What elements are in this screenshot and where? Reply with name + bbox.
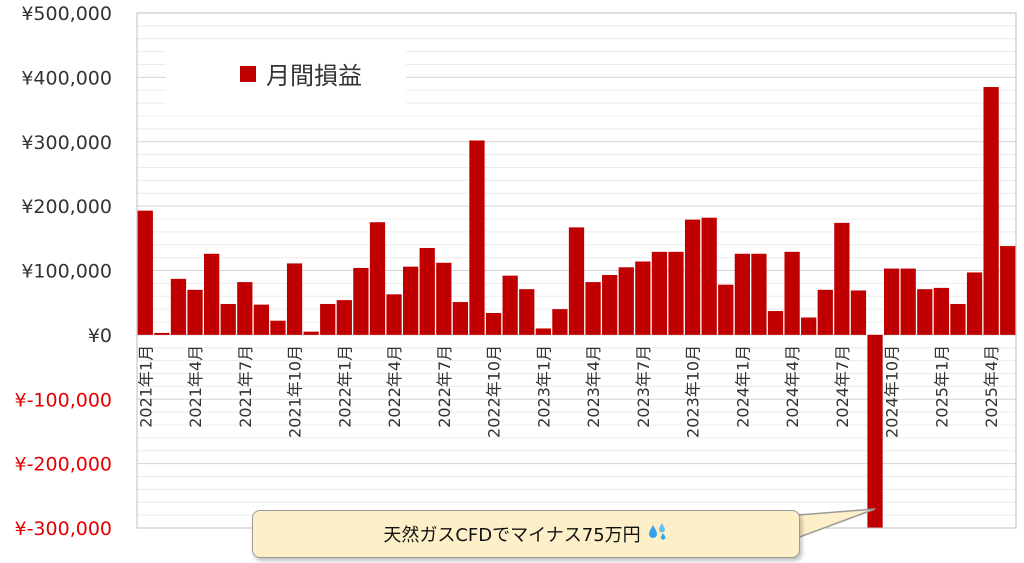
bar (684, 219, 701, 335)
bar (751, 253, 767, 335)
bar (187, 289, 203, 335)
legend-label: 月間損益 (266, 62, 362, 90)
x-axis-ticks: 2021年1月 2021年4月 2021年7月 2021年10月 2022年1月 2022… (136, 345, 1001, 438)
bar (784, 251, 800, 335)
sweat-droplets-icon (647, 522, 669, 547)
bar (137, 210, 153, 335)
bar (701, 217, 717, 335)
bar (303, 331, 319, 335)
bar (734, 253, 750, 335)
bar (220, 303, 236, 335)
y-tick-label: ¥100,000 (21, 261, 112, 283)
bar (386, 294, 402, 335)
bar (834, 222, 850, 335)
y-tick-label: ¥-200,000 (14, 454, 112, 476)
bar (966, 272, 983, 335)
bar (817, 289, 833, 335)
legend: 月間損益 (166, 44, 406, 106)
bar (469, 140, 485, 335)
bar (651, 251, 668, 335)
x-tick-label: 2023年7月 (634, 345, 653, 428)
bar (552, 309, 568, 335)
bar (485, 312, 502, 335)
bar (353, 267, 369, 335)
bar (767, 311, 784, 335)
x-tick-label: 2021年10月 (286, 345, 305, 438)
bar (502, 275, 518, 335)
annotation-callout: 天然ガスCFDでマイナス75万円 (252, 510, 800, 558)
bar (602, 275, 618, 335)
bar (585, 282, 601, 335)
bar (950, 303, 966, 335)
bar (900, 268, 916, 335)
x-tick-label: 2021年1月 (136, 345, 155, 428)
bar (801, 317, 817, 335)
bar (452, 302, 469, 335)
bar (867, 334, 883, 528)
annotation-text: 天然ガスCFDでマイナス75万円 (383, 525, 641, 546)
bar (253, 304, 270, 335)
bar (568, 227, 585, 335)
bar (883, 268, 900, 335)
bar (917, 289, 933, 335)
bar (237, 282, 253, 335)
x-tick-label: 2025年1月 (932, 345, 951, 428)
bar (170, 278, 187, 335)
y-tick-label: ¥-300,000 (14, 518, 112, 540)
y-tick-label: ¥-100,000 (14, 389, 112, 411)
x-tick-label: 2022年10月 (485, 345, 504, 438)
x-tick-label: 2023年1月 (534, 345, 553, 428)
bar (436, 262, 452, 335)
x-tick-label: 2024年4月 (783, 345, 802, 428)
x-tick-label: 2024年10月 (883, 345, 902, 438)
bar (1000, 246, 1016, 335)
x-tick-label: 2022年7月 (435, 345, 454, 428)
bar (336, 300, 352, 335)
bar (519, 289, 535, 335)
bar (320, 303, 336, 335)
bar (668, 251, 684, 335)
bar (286, 263, 303, 335)
x-tick-label: 2021年7月 (236, 345, 255, 428)
x-tick-label: 2022年1月 (335, 345, 354, 428)
legend-swatch (240, 66, 256, 82)
bar (933, 287, 949, 335)
bar (983, 87, 999, 335)
x-tick-label: 2022年4月 (385, 345, 404, 428)
bar (369, 222, 386, 335)
bar (419, 247, 435, 335)
x-tick-label: 2024年1月 (733, 345, 752, 428)
y-tick-label: ¥0 (88, 325, 112, 347)
bars (137, 87, 1016, 528)
y-tick-label: ¥300,000 (21, 132, 112, 154)
bar (204, 253, 220, 335)
x-tick-label: 2023年4月 (584, 345, 603, 428)
bar (270, 320, 286, 335)
y-tick-label: ¥200,000 (21, 196, 112, 218)
x-tick-label: 2025年4月 (982, 345, 1001, 428)
legend-background (166, 44, 406, 106)
bar (618, 267, 634, 335)
x-tick-label: 2021年4月 (186, 345, 205, 428)
bar (154, 332, 170, 335)
x-tick-label: 2024年7月 (833, 345, 852, 428)
x-tick-label: 2023年10月 (684, 345, 703, 438)
y-tick-label: ¥400,000 (21, 67, 112, 89)
bar (850, 290, 867, 335)
bar (535, 328, 551, 335)
y-axis-ticks: ¥500,000 ¥400,000 ¥300,000 ¥200,000 ¥100,000… (14, 3, 112, 540)
bar (635, 261, 651, 335)
bar (403, 266, 419, 335)
y-tick-label: ¥500,000 (21, 3, 112, 25)
bar (718, 284, 734, 335)
